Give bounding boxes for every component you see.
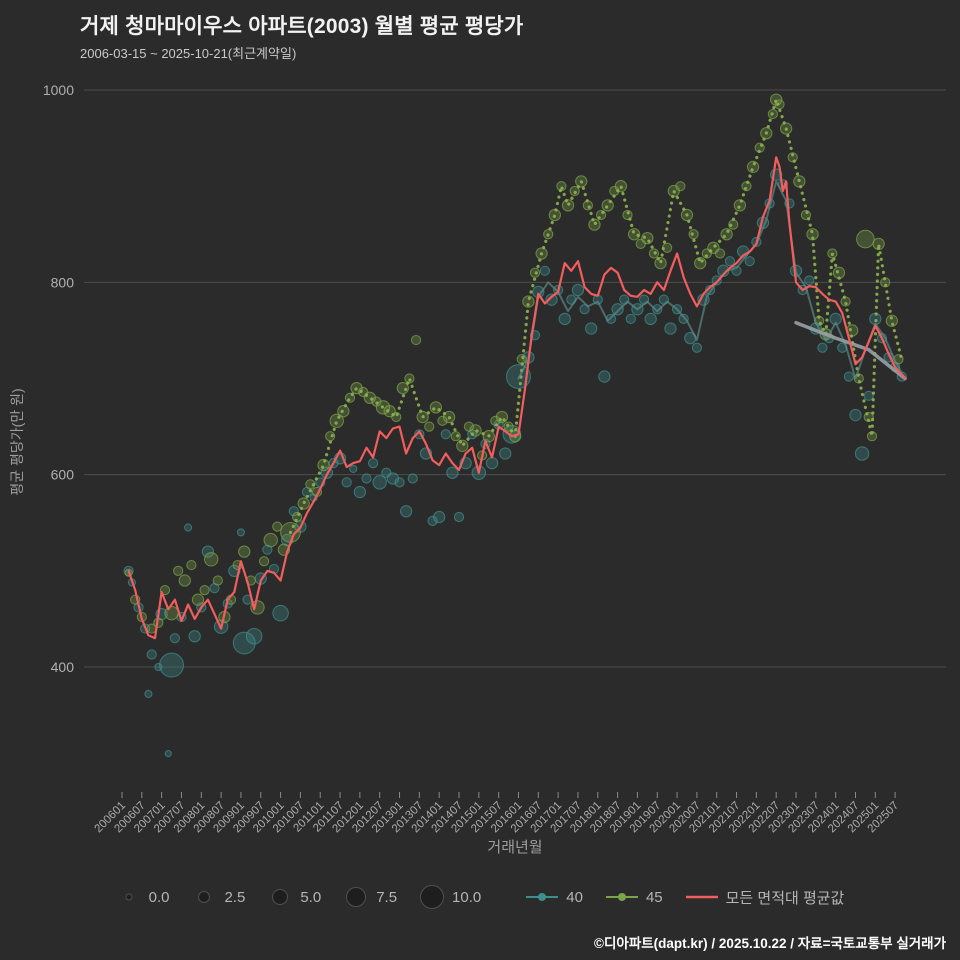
- series-legend: 40 45 모든 면적대 평균값: [525, 887, 844, 908]
- size-dot-icon: [272, 889, 289, 905]
- legend-size-3: 7.5: [343, 884, 397, 910]
- series-45: [124, 93, 904, 634]
- legend-series-average: 모든 면적대 평균값: [685, 887, 845, 908]
- y-gridlines: 400 600 800 1000: [43, 82, 946, 675]
- legend-series-45: 45: [605, 889, 663, 906]
- legend-series-label: 모든 면적대 평균값: [725, 889, 845, 907]
- legend-size-1: 2.5: [191, 884, 245, 910]
- y-tick-label: 600: [51, 467, 75, 483]
- legend-size-label: 0.0: [148, 888, 170, 906]
- series-45-marker-icon: [605, 893, 638, 901]
- bubble-size-legend: 0.0 2.5 5.0 7.5 10.0: [116, 884, 481, 910]
- copyright-credit: ©디아파트(dapt.kr) / 2025.10.22 / 자료=국토교통부 실…: [594, 936, 946, 951]
- size-dot-icon: [420, 885, 445, 909]
- legend-series-label: 45: [645, 888, 663, 906]
- legend-size-label: 2.5: [224, 888, 246, 906]
- size-dot-icon: [346, 887, 367, 907]
- y-axis-title: 평균 평당가(만 원): [9, 388, 25, 495]
- legend-size-4: 10.0: [419, 884, 481, 910]
- legend-size-label: 5.0: [300, 888, 322, 906]
- date-range-subtitle: 2006-03-15 ~ 2025-10-21(최근계약일): [80, 46, 297, 61]
- legend-size-2: 5.0: [267, 884, 321, 910]
- legend-series-40: 40: [525, 889, 583, 906]
- legend-size-label: 7.5: [376, 888, 398, 906]
- y-tick-label: 1000: [43, 82, 74, 98]
- page-title: 거제 청마마이우스 아파트(2003) 월별 평균 평당가: [80, 15, 524, 38]
- chart-canvas: 400 600 800 1000 평균 평당가(만 원) 2006012006072007…: [9, 82, 946, 856]
- series-45-line: [288, 97, 904, 534]
- series-40-marker-icon: [526, 893, 559, 901]
- legend-series-label: 40: [566, 888, 583, 906]
- x-axis-title: 거래년월: [487, 839, 542, 856]
- series-trend: [794, 320, 907, 381]
- y-tick-label: 800: [51, 274, 75, 290]
- size-dot-icon: [125, 893, 133, 901]
- average-line-marker-icon: [685, 895, 718, 899]
- size-dot-icon: [198, 891, 211, 903]
- x-axis: 2006012006072007012007072008012008072009…: [93, 792, 901, 835]
- y-tick-label: 400: [51, 659, 75, 675]
- legend-size-label: 10.0: [452, 888, 482, 906]
- series-40-line: [517, 180, 906, 380]
- series-40: [123, 168, 907, 758]
- legend-size-0: 0.0: [116, 884, 170, 910]
- series-모든 면적대 평균값: [127, 156, 907, 640]
- chart-legend: 0.0 2.5 5.0 7.5 10.0: [0, 884, 960, 910]
